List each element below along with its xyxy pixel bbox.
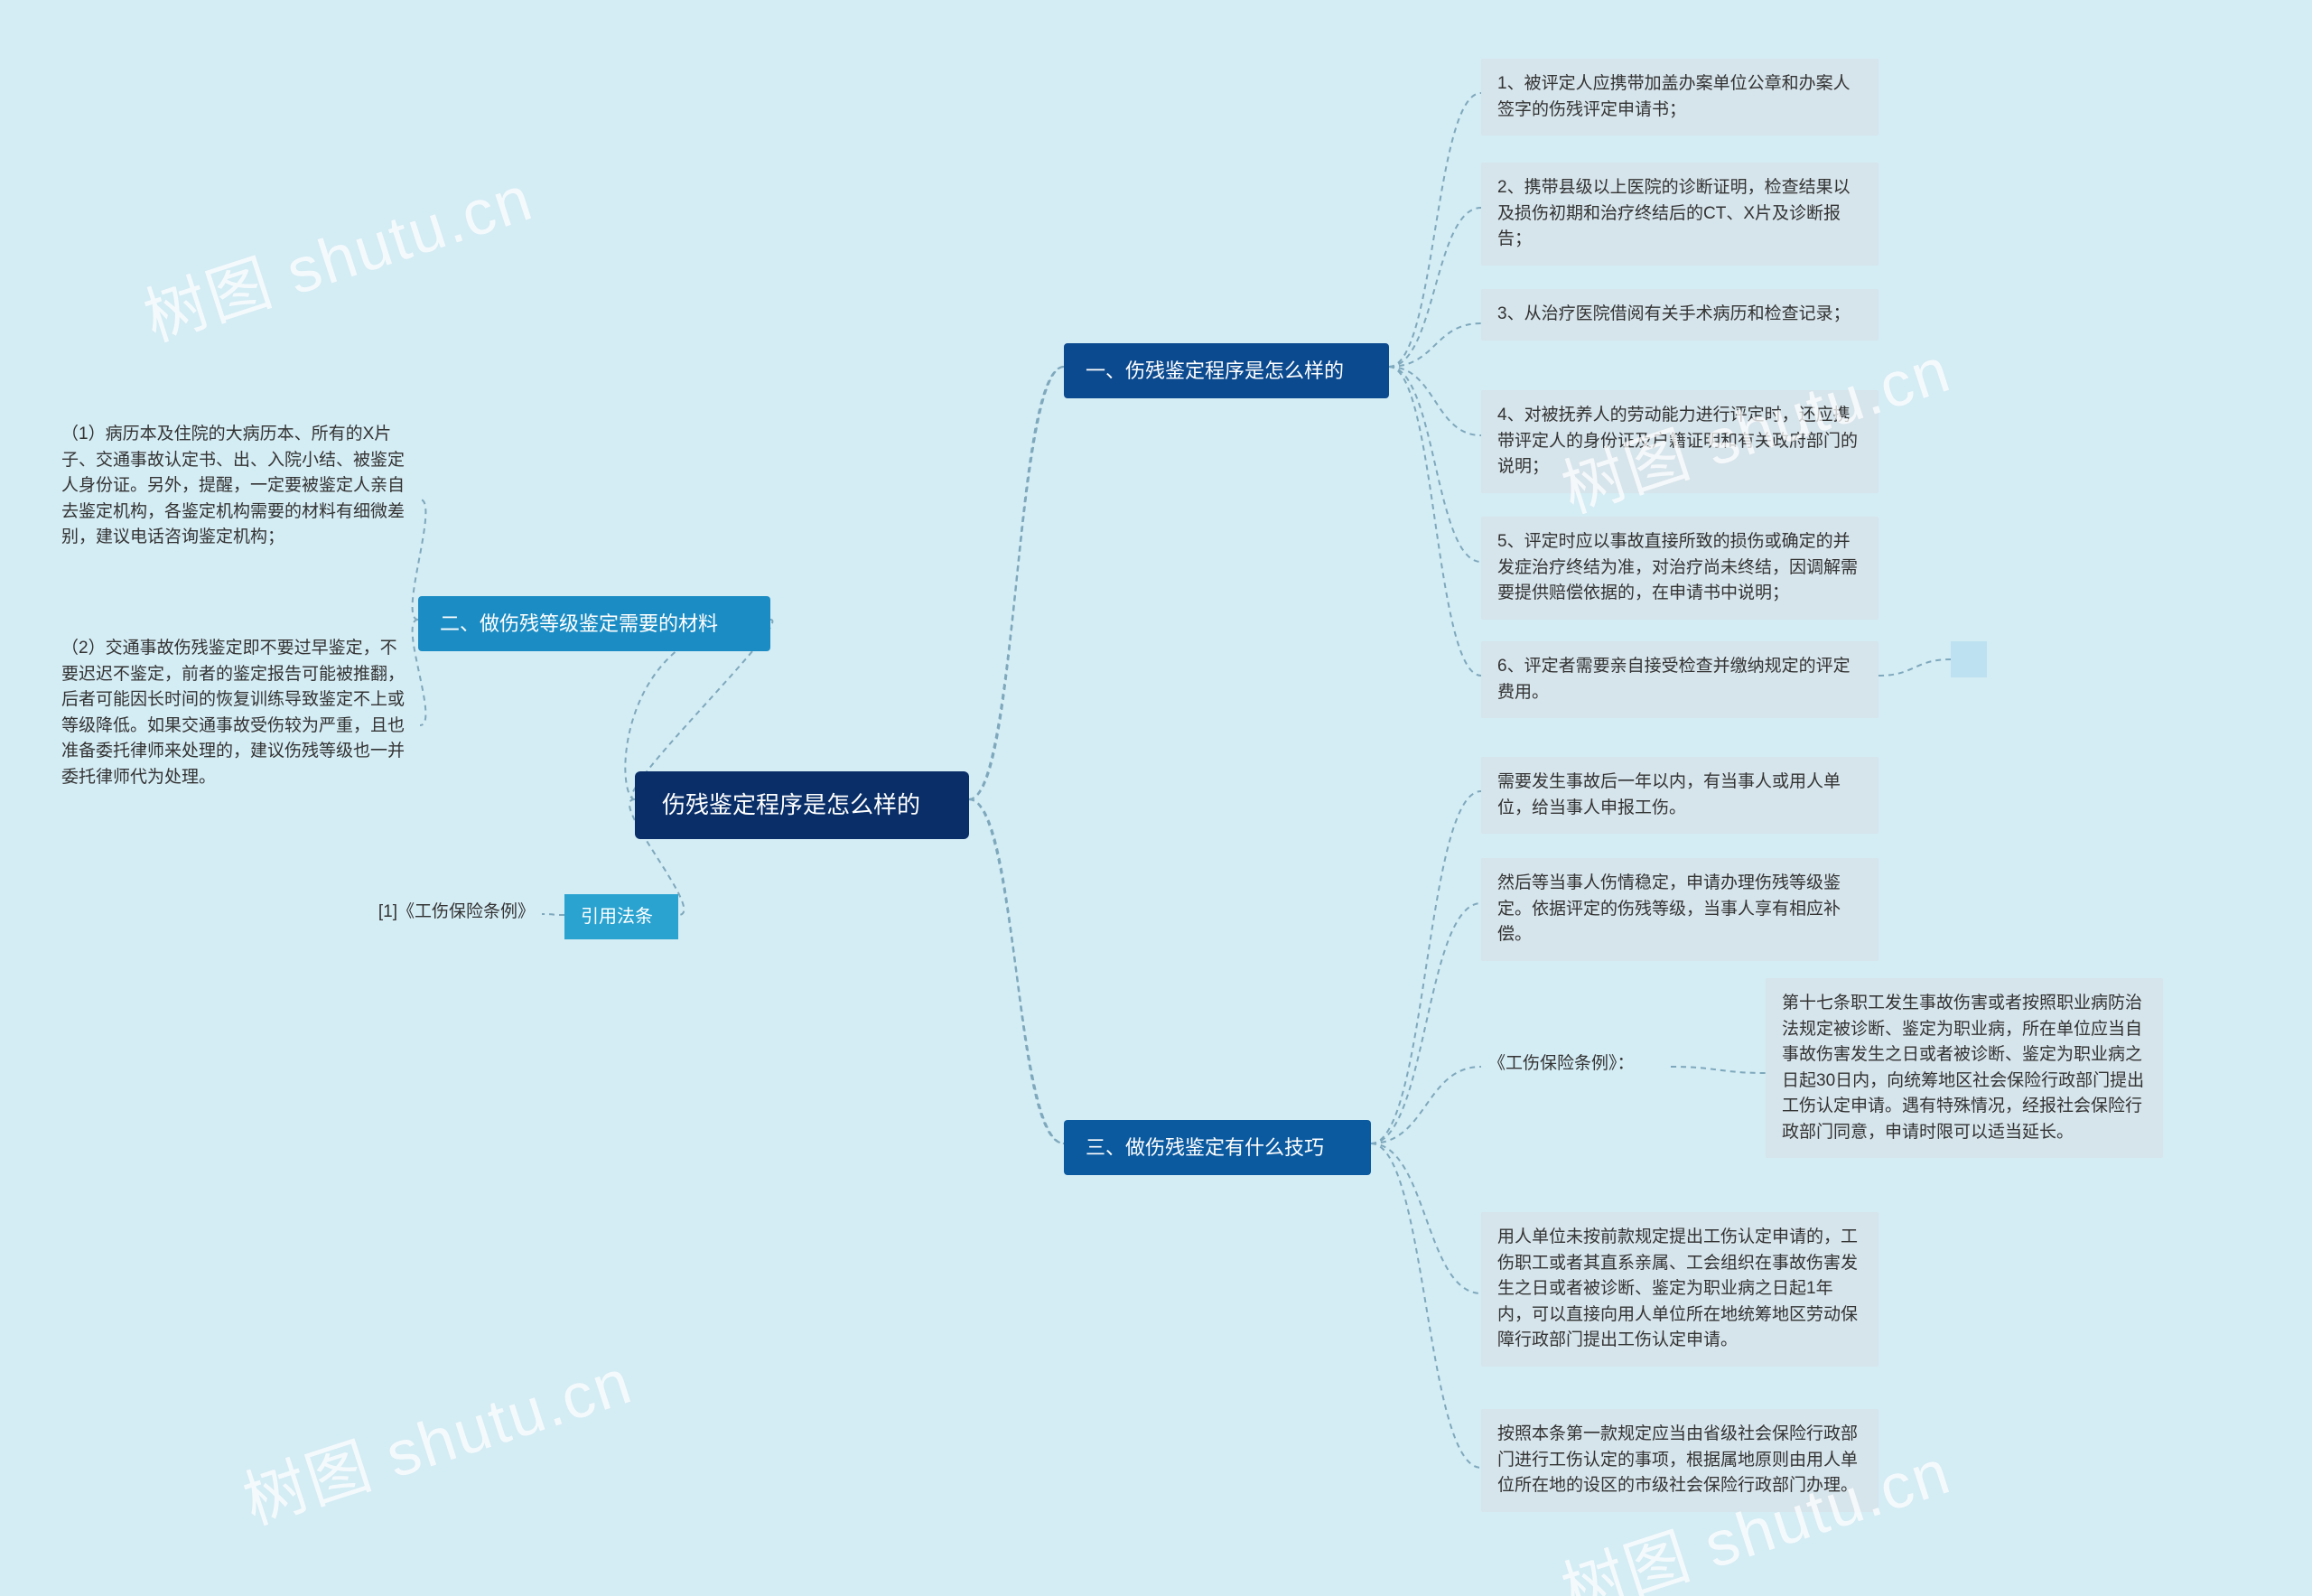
branch-3[interactable]: 三、做伤残鉴定有什么技巧 (1064, 1120, 1371, 1175)
branch-3-leaf-3: 《工伤保险条例》： (1481, 1048, 1671, 1081)
branch-2-leaf-1: （1）病历本及住院的大病历本、所有的X片子、交通事故认定书、出、入院小结、被鉴定… (54, 418, 420, 555)
branch-3-leaf-4: 用人单位未按前款规定提出工伤认定申请的，工伤职工或者其直系亲属、工会组织在事故伤… (1481, 1212, 1878, 1367)
watermark-1: 树图 shutu.cn (131, 148, 542, 359)
branch-2[interactable]: 二、做伤残等级鉴定需要的材料 (418, 596, 770, 651)
branch-3-leaf-3-child: 第十七条职工发生事故伤害或者按照职业病防治法规定被诊断、鉴定为职业病，所在单位应… (1766, 978, 2163, 1158)
branch-3-leaf-5: 按照本条第一款规定应当由省级社会保险行政部门进行工伤认定的事项，根据属地原则由用… (1481, 1409, 1878, 1512)
branch-1-leaf-5: 5、评定时应以事故直接所致的损伤或确定的并发症治疗终结为准，对治疗尚未终结，因调… (1481, 517, 1878, 620)
branch-1-leaf-1: 1、被评定人应携带加盖办案单位公章和办案人签字的伤残评定申请书； (1481, 59, 1878, 135)
branch-1-leaf-2: 2、携带县级以上医院的诊断证明，检查结果以及损伤初期和治疗终结后的CT、X片及诊… (1481, 163, 1878, 266)
branch-1-leaf-3: 3、从治疗医院借阅有关手术病历和检查记录； (1481, 289, 1878, 341)
branch-1-leaf-6: 6、评定者需要亲自接受检查并缴纳规定的评定费用。 (1481, 641, 1878, 718)
root-node[interactable]: 伤残鉴定程序是怎么样的 (635, 771, 969, 839)
branch-1[interactable]: 一、伤残鉴定程序是怎么样的 (1064, 343, 1389, 398)
watermark-3: 树图 shutu.cn (230, 1331, 641, 1543)
branch-1-leaf-4: 4、对被抚养人的劳动能力进行评定时，还应携带评定人的身份证及户籍证明和有关政府部… (1481, 390, 1878, 493)
connector-layer-main (0, 0, 2312, 1596)
branch-3-leaf-2: 然后等当事人伤情稳定，申请办理伤残等级鉴定。依据评定的伤残等级，当事人享有相应补… (1481, 858, 1878, 961)
branch-4[interactable]: 引用法条 (564, 894, 678, 939)
branch-4-leaf-1: [1]《工伤保险条例》 (343, 896, 542, 929)
connector-layer (0, 0, 2312, 1596)
branch-2-leaf-2: （2）交通事故伤残鉴定即不要过早鉴定，不要迟迟不鉴定，前者的鉴定报告可能被推翻，… (54, 632, 420, 794)
branch-3-leaf-1: 需要发生事故后一年以内，有当事人或用人单位，给当事人申报工伤。 (1481, 757, 1878, 834)
side-block (1951, 641, 1987, 677)
